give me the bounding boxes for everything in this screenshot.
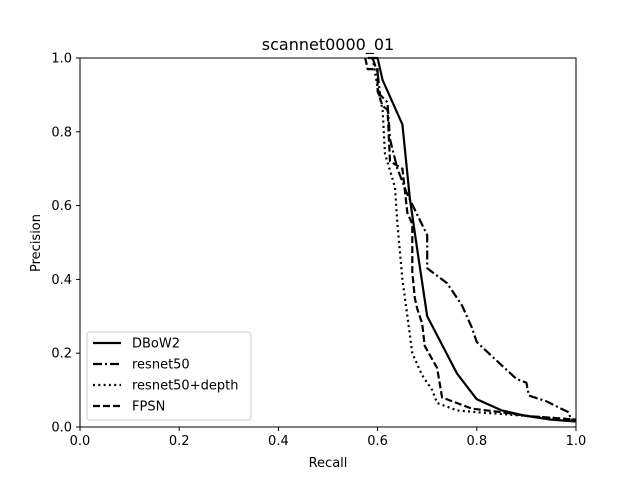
x-tick-label: 0.4 (268, 434, 289, 449)
chart-title: scannet0000_01 (262, 35, 394, 55)
x-tick-label: 1.0 (566, 434, 587, 449)
y-tick-label: 0.4 (51, 273, 72, 288)
legend-label: FPSN (132, 400, 165, 415)
series-lines (364, 56, 577, 423)
series-line-0 (367, 56, 577, 423)
y-tick-label: 1.0 (51, 52, 72, 67)
legend: DBoW2 resnet50 resnet50+depth FPSN (86, 331, 252, 421)
x-tick-label: 0.8 (466, 434, 487, 449)
x-tick-label: 0.6 (367, 434, 388, 449)
legend-label: resnet50 (132, 358, 190, 373)
x-axis-ticks: 0.0 0.2 0.4 0.6 0.8 1.0 (70, 427, 587, 449)
legend-box (86, 331, 252, 421)
y-axis-ticks: 0.0 0.2 0.4 0.6 0.8 1.0 (51, 52, 80, 436)
legend-label: resnet50+depth (132, 379, 238, 394)
y-tick-label: 0.6 (51, 199, 72, 214)
plot-frame (79, 57, 577, 428)
legend-label: DBoW2 (132, 337, 180, 352)
y-axis-label: Precision (29, 214, 44, 272)
x-tick-label: 0.0 (70, 434, 91, 449)
series-line-3 (364, 57, 577, 421)
y-tick-label: 0.0 (51, 421, 72, 436)
series-line-2 (371, 57, 577, 421)
series-line-1 (371, 57, 576, 421)
y-tick-label: 0.8 (51, 125, 72, 140)
x-tick-label: 0.2 (169, 434, 190, 449)
x-axis-label: Recall (309, 456, 348, 471)
y-tick-label: 0.2 (51, 347, 72, 362)
